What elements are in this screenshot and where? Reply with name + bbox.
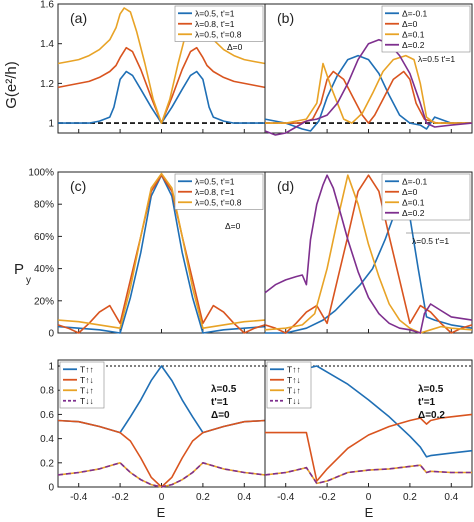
x-tick-label: -0.4 (70, 492, 88, 503)
x-tick-label: 0.2 (403, 492, 417, 503)
legend-entry: T↑↓ (287, 375, 301, 385)
y-tick-label: 0.6 (40, 410, 54, 421)
annotation: λ=0.5 t'=1 (418, 54, 455, 64)
legend-entry: Δ=-0.1 (402, 9, 428, 19)
y-tick-label: 1.4 (40, 39, 54, 50)
legend-entry: T↓↓ (80, 396, 94, 406)
annotation: λ=0.5 t'=1 (412, 236, 449, 246)
panel-3: (d) Δ=-0.1Δ=0Δ=0.1Δ=0.2 λ=0.5 t'=1 (264, 171, 473, 334)
annotation-line: t'=1 (211, 397, 229, 408)
legend: T↑↑T↑↓T↓↑T↓↓ (266, 361, 312, 409)
y-tick-label: 1.6 (40, 0, 54, 11)
legend-entry: λ=0.5, t'=1 (195, 177, 235, 187)
annotation-line: λ=0.5 (418, 384, 444, 395)
legend: λ=0.5, t'=1λ=0.8, t'=1λ=0.5, t'=0.8 (174, 5, 264, 42)
series-line (301, 365, 473, 458)
legend: T↑↑T↑↓T↓↑T↓↓ (59, 361, 105, 409)
y-tick-label: 0.2 (40, 458, 54, 469)
annotation-line: Δ=0 (211, 410, 230, 421)
y-tick-label: 60% (34, 232, 54, 243)
y-tick-label: 0.8 (40, 386, 54, 397)
legend-entry: Δ=0 (402, 19, 418, 29)
y-tick-label: 80% (34, 200, 54, 211)
legend-entry: λ=0.8, t'=1 (195, 19, 235, 29)
x-tick-label: 0 (366, 492, 372, 503)
series-line (264, 174, 473, 334)
ylabel-top: G(e²/h) (3, 61, 20, 109)
annotation: Δ=0 (225, 221, 241, 231)
ylabel-mid-sub: y (26, 275, 31, 286)
panel-5: -0.4-0.200.20.4(f)T↑↑T↑↓T↓↑T↓↓λ=0.5t'=1Δ… (264, 359, 473, 503)
series-line (264, 174, 473, 334)
y-tick-label: 1.2 (40, 79, 54, 90)
legend-entry: Δ=0.2 (402, 40, 425, 50)
legend-entry: T↑↑ (287, 365, 301, 375)
legend-entry: Δ=0 (402, 187, 418, 197)
x-tick-label: 0.4 (237, 492, 251, 503)
panel-2: 0 20% 40% 60% 80% 100% (c) λ=0.5, t'=1λ=0.8, t'… (28, 168, 266, 340)
y-tick-label: 40% (34, 264, 54, 275)
y-tick-label: 0 (48, 483, 54, 494)
series-line (264, 464, 472, 485)
plot-frame (57, 171, 266, 334)
legend-entry: T↑↓ (80, 375, 94, 385)
panel-label: (a) (70, 10, 87, 26)
annotation-line: Δ=0.2 (418, 410, 445, 421)
x-tick-label: 0.2 (196, 492, 210, 503)
ylabel-mid: P (14, 261, 24, 278)
series-line (264, 38, 473, 136)
legend-entry: Δ=0.1 (402, 198, 425, 208)
x-tick-label: -0.2 (111, 492, 129, 503)
y-tick-label: 0.4 (40, 434, 54, 445)
legend: Δ=-0.1Δ=0Δ=0.1Δ=0.2 (381, 173, 471, 221)
x-tick-label: -0.4 (277, 492, 295, 503)
legend-entry: Δ=-0.1 (402, 177, 428, 187)
series-line (57, 172, 266, 330)
xlabel-left: E (157, 505, 166, 520)
legend-entry: λ=0.5, t'=1 (195, 9, 235, 19)
panel-4: 00.20.40.60.81-0.4-0.200.20.4(e)T↑↑T↑↓T↓… (40, 359, 266, 503)
annotation-line: t'=1 (418, 397, 436, 408)
y-tick-label: 1 (48, 119, 54, 130)
legend-entry: λ=0.5, t'=0.8 (195, 198, 242, 208)
legend: Δ=-0.1Δ=0Δ=0.1Δ=0.2 (381, 5, 471, 53)
panel-0: 1 1.2 1.4 1.6 (a) λ=0.5, t'=1λ=0.8, t'=1λ=0.5… (40, 0, 266, 134)
y-tick-label: 0 (48, 329, 54, 340)
legend-entry: Δ=0.2 (402, 208, 425, 218)
legend-entry: Δ=0.1 (402, 30, 425, 40)
series-line (57, 7, 266, 124)
legend: λ=0.5, t'=1λ=0.8, t'=1λ=0.5, t'=0.8 (174, 173, 264, 210)
series-line (265, 413, 473, 482)
panel-1: (b) Δ=-0.1Δ=0Δ=0.1Δ=0.2λ=0.5 t'=1 (264, 3, 473, 136)
panel-label: (c) (70, 178, 86, 194)
y-tick-label: 100% (28, 168, 54, 179)
series-line (57, 461, 266, 488)
series-line (265, 54, 472, 124)
panel-label: (d) (277, 178, 294, 194)
x-tick-label: 0.4 (444, 492, 458, 503)
xlabel-right: E (365, 505, 374, 520)
legend-entry: T↓↓ (287, 396, 301, 406)
annotation: Δ=0 (227, 42, 243, 52)
legend-entry: T↓↑ (80, 386, 94, 396)
legend-entry: λ=0.8, t'=1 (195, 187, 235, 197)
panel-label: (b) (277, 10, 294, 26)
series-line (57, 174, 266, 334)
x-tick-label: -0.2 (318, 492, 336, 503)
series-line (265, 195, 473, 334)
y-tick-label: 20% (34, 296, 54, 307)
x-tick-label: 0 (159, 492, 165, 503)
legend-entry: T↑↑ (80, 365, 94, 375)
series-line (265, 70, 472, 124)
series-line (264, 174, 473, 334)
legend-entry: T↓↑ (287, 386, 301, 396)
annotation-line: λ=0.5 (211, 384, 237, 395)
y-tick-label: 1 (48, 362, 54, 373)
legend-entry: λ=0.5, t'=0.8 (195, 30, 242, 40)
series-line (264, 54, 472, 132)
